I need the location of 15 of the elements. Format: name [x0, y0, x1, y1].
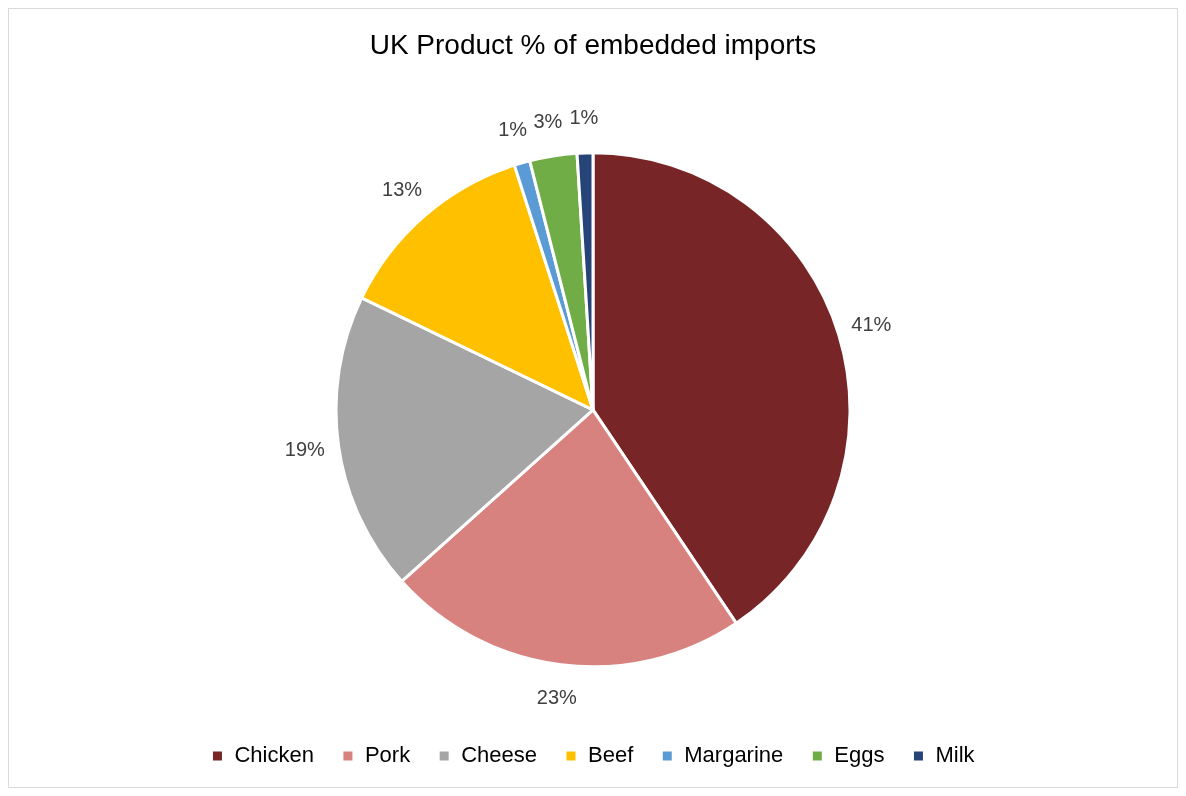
- data-label: 1%: [498, 117, 528, 140]
- data-label: 23%: [536, 686, 578, 709]
- data-label: 41%: [851, 312, 892, 335]
- chart-title: UK Product % of embedded imports: [369, 28, 817, 60]
- data-label: 1%: [569, 106, 599, 129]
- legend-label: Margarine: [684, 742, 784, 768]
- legend-label: Cheese: [461, 742, 538, 768]
- data-label: 13%: [382, 177, 423, 200]
- legend-label: Eggs: [834, 742, 885, 768]
- legend-label: Pork: [364, 742, 412, 768]
- data-label: 19%: [284, 437, 326, 460]
- legend-label: Chicken: [234, 742, 314, 768]
- data-label: 3%: [533, 109, 563, 132]
- legend-label: Beef: [588, 742, 635, 768]
- legend-label: Milk: [935, 742, 976, 768]
